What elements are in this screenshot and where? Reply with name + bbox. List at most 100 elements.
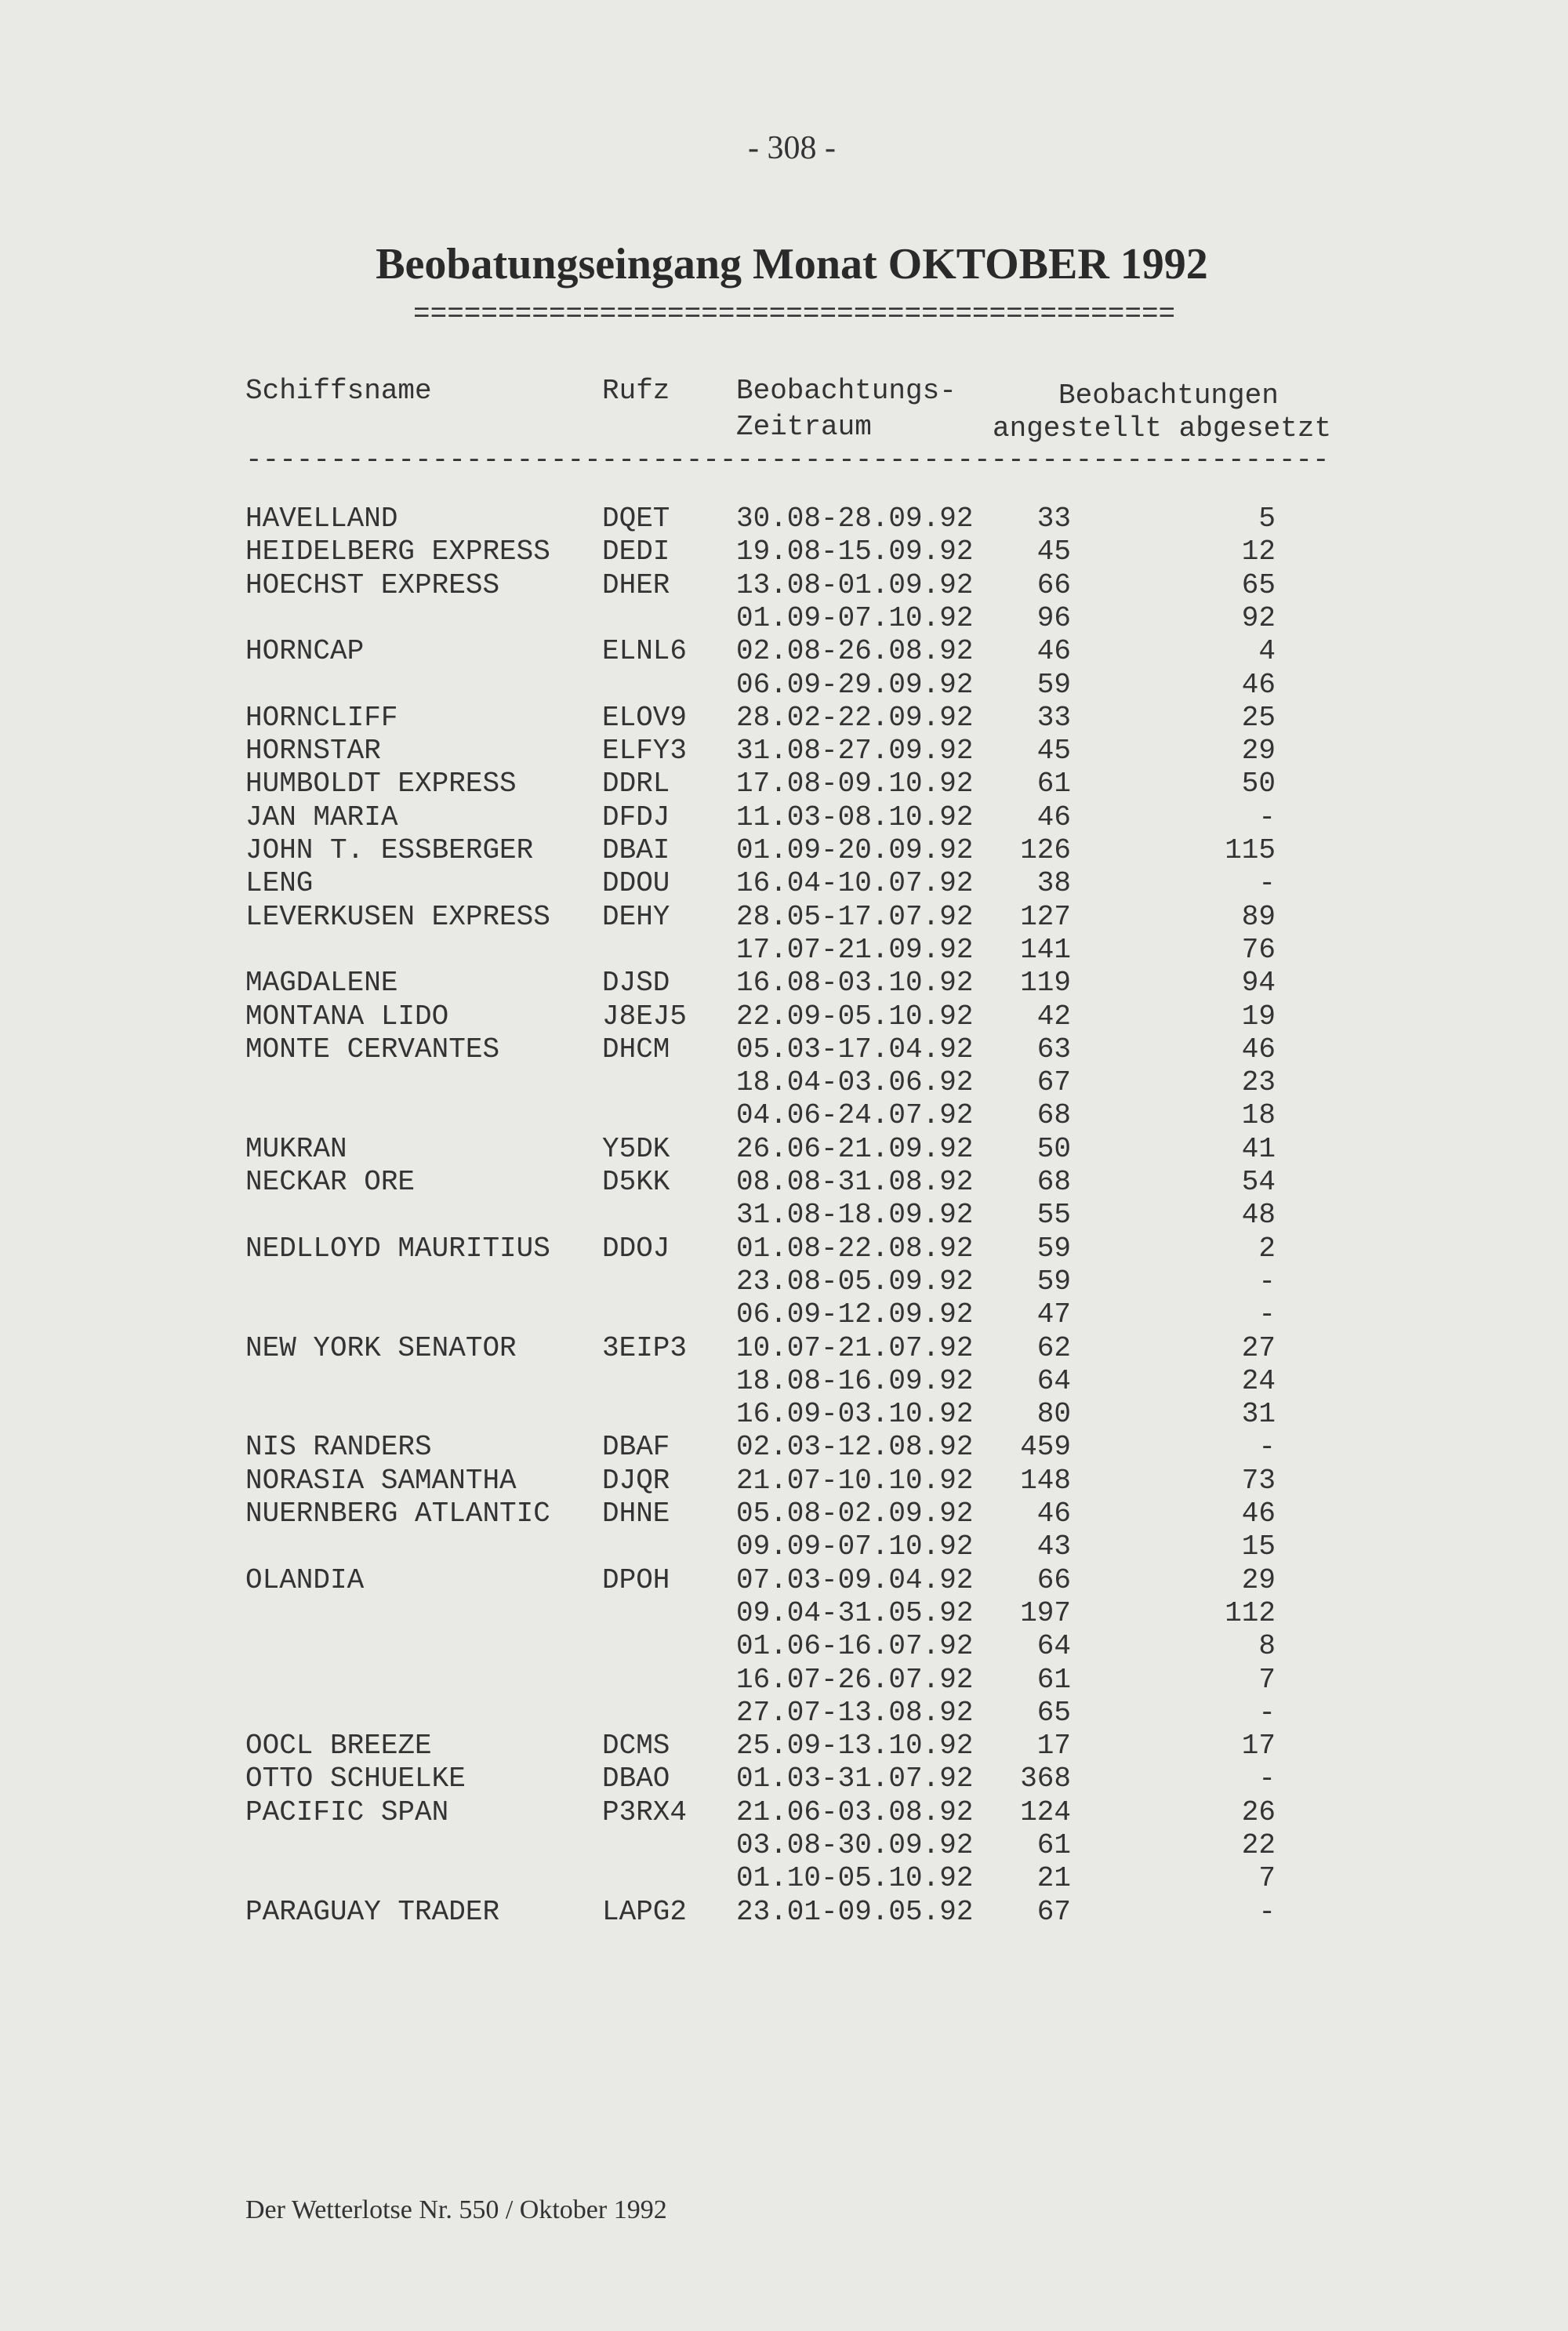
observations-made: 68 [1036,1099,1071,1132]
observations-made: 119 [1020,967,1071,1000]
ship-name: OTTO SCHUELKE [245,1763,466,1795]
observations-made: 67 [1036,1066,1071,1099]
table-row: HUMBOLDT EXPRESS DDRL 17.08-09.10.92 61 50 [0,768,1568,801]
observation-period: 28.05-17.07.92 [736,900,974,933]
observations-sent: 29 [1241,735,1276,768]
observations-made: 64 [1036,1630,1071,1663]
observation-period: 21.06-03.08.92 [736,1795,974,1828]
table-row: HEIDELBERG EXPRESS DEDI 19.08-15.09.92 45 12 [0,536,1568,568]
ship-name: JOHN T. ESSBERGER [245,834,534,866]
observations-sent: - [1258,1763,1276,1795]
observations-sent: 46 [1241,1033,1276,1066]
table-row: 03.08-30.09.92 61 22 [0,1829,1568,1862]
table-row: 04.06-24.07.92 68 18 [0,1099,1568,1132]
call-sign: DDOU [602,867,670,900]
observations-sent: 7 [1258,1862,1276,1895]
table-row: HAVELLAND DQET 30.08-28.09.92 33 5 [0,503,1568,536]
observations-made: 66 [1036,568,1071,601]
call-sign: ELOV9 [602,701,688,734]
observation-period: 08.08-31.08.92 [736,1166,974,1198]
title-underline: ========================================… [413,298,1176,330]
observation-period: 13.08-01.09.92 [736,568,974,601]
table-row: LEVERKUSEN EXPRESS DEHY 28.05-17.07.92 127 8… [0,901,1568,934]
observations-made: 59 [1036,1232,1071,1265]
observations-made: 124 [1020,1795,1071,1828]
observations-sent: 27 [1241,1331,1276,1364]
table-row: MUKRAN Y5DK 26.06-21.09.92 50 41 [0,1133,1568,1166]
table-row: HORNSTAR ELFY3 31.08-27.09.92 45 29 [0,735,1568,768]
observations-sent: 48 [1241,1199,1276,1232]
observation-period: 03.08-30.09.92 [736,1829,974,1861]
ship-name: LEVERKUSEN EXPRESS [245,900,550,933]
observations-made: 68 [1036,1166,1071,1198]
observation-period: 28.02-22.09.92 [736,701,974,734]
observations-made: 45 [1036,536,1071,568]
observations-made: 38 [1036,867,1071,900]
ship-name: HUMBOLDT EXPRESS [245,768,517,801]
call-sign: DBAI [602,834,670,866]
observation-period: 23.01-09.05.92 [736,1895,974,1928]
ship-name: MAGDALENE [245,967,398,1000]
call-sign: D5KK [602,1166,670,1198]
observations-made: 368 [1020,1763,1071,1795]
table-row: 01.06-16.07.92 64 8 [0,1630,1568,1663]
observation-period: 09.09-07.10.92 [736,1530,974,1563]
table-row: 06.09-29.09.92 59 46 [0,669,1568,702]
call-sign: 3EIP3 [602,1331,688,1364]
observation-period: 01.09-20.09.92 [736,834,974,866]
observations-made: 126 [1020,834,1071,866]
call-sign: ELNL6 [602,635,688,668]
table-row: NIS RANDERS DBAF 02.03-12.08.92 459 - [0,1431,1568,1464]
observations-made: 55 [1036,1199,1071,1232]
observation-period: 30.08-28.09.92 [736,503,974,535]
table-row: JOHN T. ESSBERGER DBAI 01.09-20.09.92 126 11… [0,834,1568,867]
observation-period: 17.08-09.10.92 [736,768,974,801]
table-row: 01.10-05.10.92 21 7 [0,1862,1568,1895]
table-row: 31.08-18.09.92 55 48 [0,1199,1568,1232]
call-sign: DHCM [602,1033,670,1066]
ship-name: NEW YORK SENATOR [245,1331,517,1364]
observation-period: 07.03-09.04.92 [736,1563,974,1596]
table-row: 09.09-07.10.92 43 15 [0,1530,1568,1563]
observation-period: 10.07-21.07.92 [736,1331,974,1364]
observations-made: 62 [1036,1331,1071,1364]
observations-sent: 7 [1258,1663,1276,1696]
table-row: 23.08-05.09.92 59 - [0,1265,1568,1298]
table-row: MONTANA LIDO J8EJ5 22.09-05.10.92 42 19 [0,1000,1568,1033]
header-period-line1: Beobachtungs- [736,375,956,407]
ship-name: NEDLLOYD MAURITIUS [245,1232,550,1265]
ship-name: PACIFIC SPAN [245,1795,449,1828]
header-rule: ----------------------------------------… [245,444,1330,476]
observations-sent: - [1258,1696,1276,1729]
observations-made: 59 [1036,1265,1071,1298]
observations-made: 63 [1036,1033,1071,1066]
table-row: PACIFIC SPAN P3RX4 21.06-03.08.92 124 26 [0,1796,1568,1829]
call-sign: DDOJ [602,1232,670,1265]
observations-made: 33 [1036,701,1071,734]
observations-sent: 76 [1241,933,1276,966]
table-row: JAN MARIA DFDJ 11.03-08.10.92 46 - [0,801,1568,834]
observation-period: 05.08-02.09.92 [736,1498,974,1530]
observations-made: 459 [1020,1431,1071,1464]
observations-sent: 23 [1241,1066,1276,1099]
call-sign: DHER [602,568,670,601]
ship-name: NUERNBERG ATLANTIC [245,1498,550,1530]
observations-made: 50 [1036,1132,1071,1165]
ship-name: HOECHST EXPRESS [245,568,500,601]
observation-period: 16.07-26.07.92 [736,1663,974,1696]
observations-sent: 31 [1241,1398,1276,1431]
observations-made: 46 [1036,1498,1071,1530]
observations-sent: 19 [1241,1000,1276,1033]
header-schiffsname: Schiffsname [245,375,432,407]
call-sign: P3RX4 [602,1795,688,1828]
table-row: HORNCAP ELNL6 02.08-26.08.92 46 4 [0,635,1568,668]
observations-sent: 24 [1241,1364,1276,1397]
observations-sent: 8 [1258,1630,1276,1663]
observation-period: 16.04-10.07.92 [736,867,974,900]
page-number: - 308 - [748,130,836,166]
ship-name: OLANDIA [245,1563,365,1596]
observations-made: 47 [1036,1298,1071,1331]
observations-sent: 17 [1241,1730,1276,1763]
observation-period: 17.07-21.09.92 [736,933,974,966]
observation-period: 02.03-12.08.92 [736,1431,974,1464]
